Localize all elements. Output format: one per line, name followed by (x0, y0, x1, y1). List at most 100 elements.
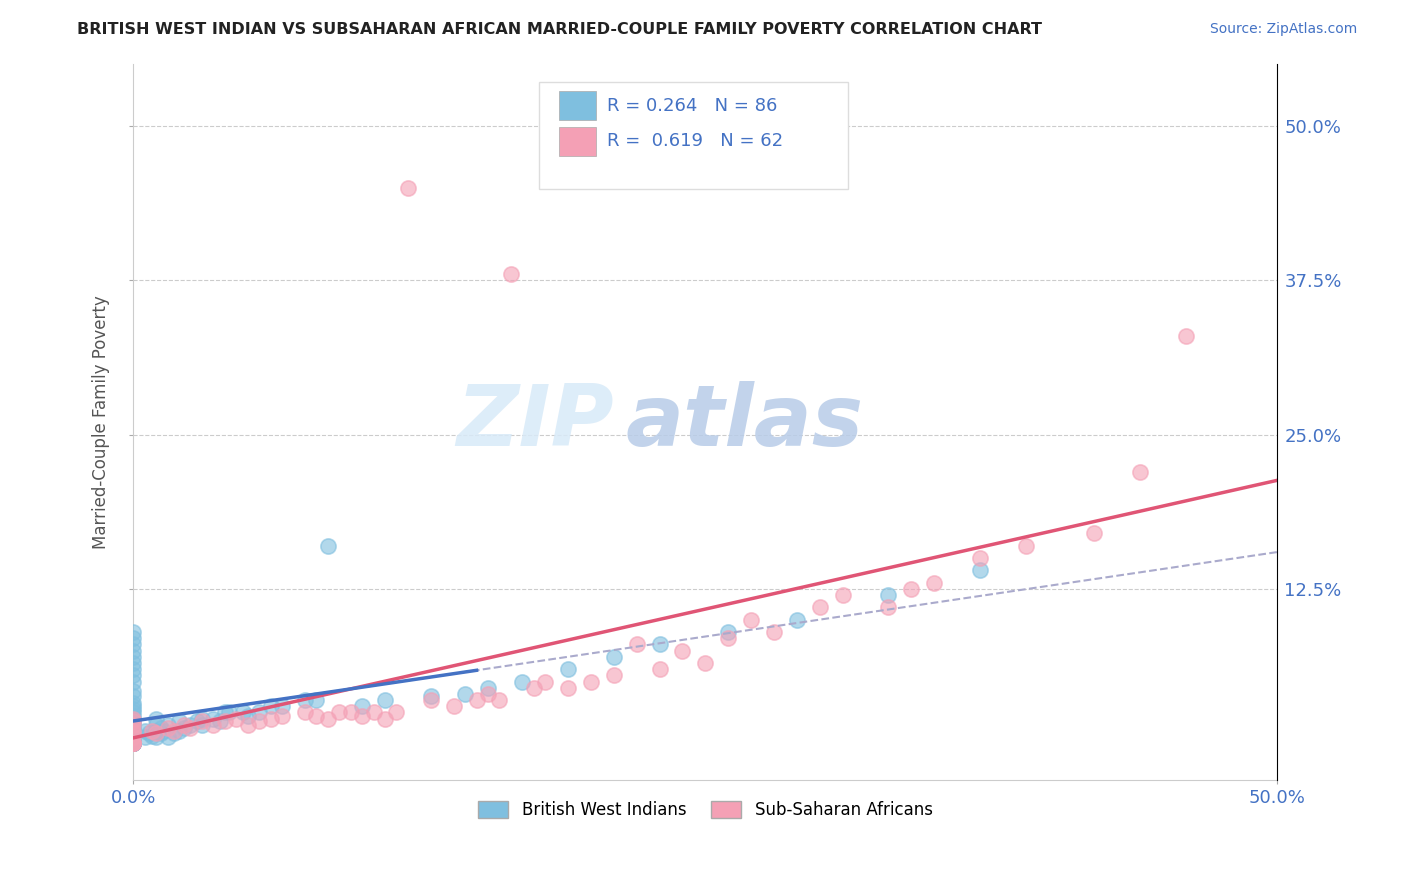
Point (122, 736, 145, 750)
Point (191, 712, 214, 726)
Point (259, 699, 281, 714)
Point (145, 723, 167, 738)
Point (145, 712, 167, 726)
Text: BRITISH WEST INDIAN VS SUBSAHARAN AFRICAN MARRIED-COUPLE FAMILY POVERTY CORRELAT: BRITISH WEST INDIAN VS SUBSAHARAN AFRICA… (77, 22, 1042, 37)
Point (141, 723, 163, 738)
Point (225, 712, 247, 726)
Text: R =  0.619   N = 62: R = 0.619 N = 62 (607, 132, 783, 151)
Point (122, 736, 145, 750)
Point (271, 699, 294, 714)
Point (122, 736, 145, 750)
Point (202, 717, 225, 731)
Point (419, 693, 441, 707)
Point (122, 726, 145, 740)
Point (831, 588, 853, 602)
Point (156, 722, 179, 736)
Point (877, 588, 900, 602)
Point (316, 712, 339, 726)
Point (374, 712, 396, 726)
Point (294, 693, 316, 707)
Point (122, 736, 145, 750)
Point (122, 712, 145, 726)
Point (236, 709, 259, 723)
Point (603, 649, 626, 664)
Point (179, 717, 201, 731)
Point (179, 722, 201, 736)
Point (443, 699, 465, 714)
Point (236, 717, 259, 731)
Point (122, 684, 145, 698)
Point (374, 693, 396, 707)
Point (247, 714, 270, 728)
Point (534, 674, 557, 689)
Point (122, 723, 145, 738)
Point (122, 709, 145, 723)
Point (922, 575, 945, 590)
Point (173, 717, 195, 731)
Point (763, 625, 786, 640)
Point (145, 717, 167, 731)
Point (477, 681, 499, 695)
Point (152, 723, 174, 738)
Point (122, 736, 145, 750)
Point (122, 730, 145, 744)
Point (122, 714, 145, 728)
Point (122, 649, 145, 664)
Point (122, 662, 145, 676)
Point (717, 632, 740, 646)
Point (259, 712, 281, 726)
Point (454, 687, 477, 701)
Point (808, 600, 831, 615)
Point (232, 706, 254, 720)
Point (122, 701, 145, 715)
Point (352, 699, 374, 714)
Point (122, 736, 145, 750)
Point (122, 736, 145, 750)
Point (695, 656, 717, 670)
Point (122, 722, 145, 736)
Point (122, 706, 145, 720)
Point (465, 693, 488, 707)
Bar (560, 91, 596, 120)
Point (145, 730, 167, 744)
Point (122, 736, 145, 750)
Point (122, 643, 145, 657)
Point (122, 632, 145, 646)
Text: Source: ZipAtlas.com: Source: ZipAtlas.com (1209, 22, 1357, 37)
Point (122, 736, 145, 750)
Point (671, 643, 693, 657)
Point (122, 736, 145, 750)
Point (122, 723, 145, 738)
Point (167, 723, 190, 738)
Point (122, 730, 145, 744)
Text: ZIP: ZIP (456, 381, 614, 464)
Point (134, 730, 156, 744)
Point (209, 714, 232, 728)
Point (134, 723, 156, 738)
Point (122, 736, 145, 750)
Bar (560, 127, 596, 156)
Point (202, 712, 225, 726)
Point (523, 681, 546, 695)
Point (122, 726, 145, 740)
Point (419, 690, 441, 704)
Point (122, 699, 145, 714)
Point (557, 662, 579, 676)
Text: atlas: atlas (626, 381, 863, 464)
Point (579, 674, 602, 689)
Point (122, 717, 145, 731)
Point (122, 690, 145, 704)
Point (122, 736, 145, 750)
Point (969, 551, 991, 566)
Point (122, 717, 145, 731)
Point (1174, 328, 1197, 343)
Point (648, 662, 671, 676)
Point (122, 637, 145, 651)
Point (339, 706, 361, 720)
Point (499, 267, 522, 281)
Point (122, 696, 145, 710)
Point (167, 714, 190, 728)
Point (294, 706, 316, 720)
Point (488, 693, 510, 707)
Point (149, 722, 172, 736)
